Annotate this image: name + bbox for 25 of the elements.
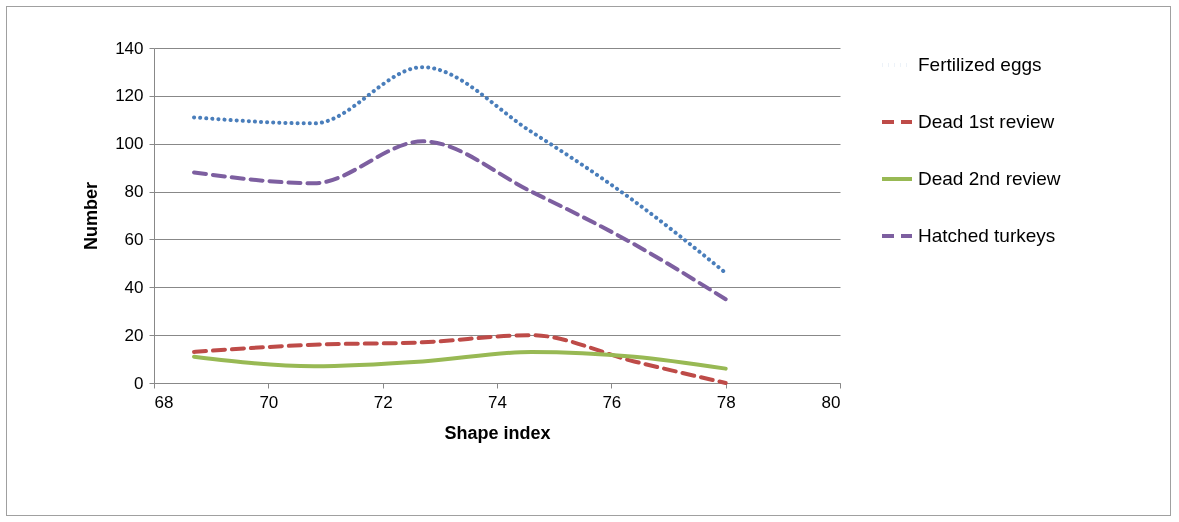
y-tick-label: 140 [115, 38, 144, 58]
line-series [192, 139, 728, 302]
legend-label: Dead 2nd review [918, 168, 1061, 189]
legend-label: Fertilized eggs [918, 54, 1042, 75]
y-tick-label: 80 [124, 182, 144, 202]
legend-label: Dead 1st review [918, 111, 1055, 132]
y-tick-label: 100 [115, 134, 144, 154]
x-tick-label: 70 [259, 392, 279, 412]
y-axis-title: Number [81, 181, 102, 251]
y-tick-label: 40 [124, 277, 144, 297]
x-tick-label: 74 [488, 392, 507, 412]
x-tick-label: 80 [821, 392, 841, 412]
x-tick-label: 68 [154, 392, 174, 412]
y-tick-label: 60 [124, 229, 144, 249]
x-tick-label: 78 [716, 392, 736, 412]
x-tick-label: 72 [373, 392, 393, 412]
y-tick-label: 0 [134, 373, 144, 393]
y-tick-label: 20 [124, 325, 144, 345]
line-series [192, 349, 728, 371]
legend-label: Hatched turkeys [918, 225, 1056, 246]
line-series [192, 333, 728, 385]
x-tick-label: 76 [602, 392, 622, 412]
x-axis-title: Shape index [444, 422, 551, 443]
line-series [192, 65, 728, 275]
y-tick-label: 120 [115, 86, 144, 106]
